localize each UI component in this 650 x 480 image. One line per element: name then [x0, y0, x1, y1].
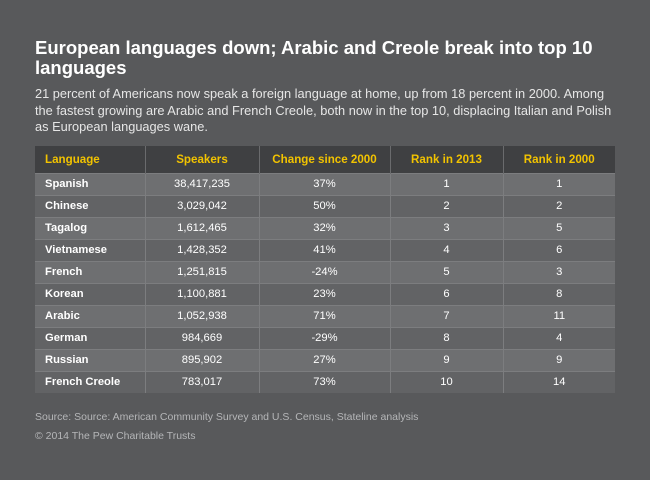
table-row: Korean 1,100,881 23% 6 8 [35, 282, 615, 305]
rank-2000-cell: 8 [502, 282, 615, 305]
speakers-cell: 783,017 [144, 370, 259, 393]
column-header-speakers: Speakers [144, 146, 259, 173]
rank-2000-cell: 2 [502, 194, 615, 217]
source-note: Source: Source: American Community Surve… [35, 411, 419, 423]
copyright-note: © 2014 The Pew Charitable Trusts [35, 430, 196, 442]
speakers-cell: 1,052,938 [144, 304, 259, 327]
rank-2000-cell: 5 [502, 216, 615, 239]
rank-2000-cell: 14 [502, 370, 615, 393]
page-subtitle: 21 percent of Americans now speak a fore… [35, 86, 612, 134]
column-header-change: Change since 2000 [258, 146, 390, 173]
change-cell: 37% [258, 172, 390, 195]
header-row: Language Speakers Change since 2000 Rank… [35, 146, 615, 173]
language-cell: French Creole [35, 370, 145, 393]
change-cell: -29% [258, 326, 390, 349]
speakers-cell: 895,902 [144, 348, 259, 371]
table-row: French 1,251,815 -24% 5 3 [35, 260, 615, 283]
language-cell: German [35, 326, 145, 349]
table-row: Vietnamese 1,428,352 41% 4 6 [35, 238, 615, 261]
table-row: Arabic 1,052,938 71% 7 11 [35, 304, 615, 327]
rank-2000-cell: 1 [502, 172, 615, 195]
rank-2013-cell: 9 [389, 348, 503, 371]
language-cell: Tagalog [35, 216, 145, 239]
speakers-cell: 1,612,465 [144, 216, 259, 239]
rank-2013-cell: 8 [389, 326, 503, 349]
speakers-cell: 1,428,352 [144, 238, 259, 261]
speakers-cell: 984,669 [144, 326, 259, 349]
change-cell: 71% [258, 304, 390, 327]
rank-2013-cell: 5 [389, 260, 503, 283]
rank-2013-cell: 1 [389, 172, 503, 195]
speakers-cell: 1,251,815 [144, 260, 259, 283]
change-cell: 73% [258, 370, 390, 393]
language-cell: Chinese [35, 194, 145, 217]
rank-2000-cell: 11 [502, 304, 615, 327]
change-cell: -24% [258, 260, 390, 283]
table-header: Language Speakers Change since 2000 Rank… [35, 146, 615, 173]
rank-2013-cell: 10 [389, 370, 503, 393]
rank-2013-cell: 7 [389, 304, 503, 327]
table-row: Tagalog 1,612,465 32% 3 5 [35, 216, 615, 239]
rank-2013-cell: 2 [389, 194, 503, 217]
table-row: Spanish 38,417,235 37% 1 1 [35, 172, 615, 195]
page-title: European languages down; Arabic and Creo… [35, 37, 593, 78]
language-cell: French [35, 260, 145, 283]
column-header-rank-2013: Rank in 2013 [389, 146, 503, 173]
language-cell: Spanish [35, 172, 145, 195]
table-row: French Creole 783,017 73% 10 14 [35, 370, 615, 393]
table-row: Russian 895,902 27% 9 9 [35, 348, 615, 371]
language-cell: Arabic [35, 304, 145, 327]
column-header-rank-2000: Rank in 2000 [502, 146, 615, 173]
language-cell: Russian [35, 348, 145, 371]
rank-2013-cell: 3 [389, 216, 503, 239]
language-cell: Korean [35, 282, 145, 305]
speakers-cell: 3,029,042 [144, 194, 259, 217]
table-row: German 984,669 -29% 8 4 [35, 326, 615, 349]
speakers-cell: 1,100,881 [144, 282, 259, 305]
change-cell: 23% [258, 282, 390, 305]
languages-table: Language Speakers Change since 2000 Rank… [35, 146, 615, 393]
change-cell: 27% [258, 348, 390, 371]
change-cell: 50% [258, 194, 390, 217]
table-row: Chinese 3,029,042 50% 2 2 [35, 194, 615, 217]
table-body: Spanish 38,417,235 37% 1 1 Chinese 3,029… [35, 172, 615, 393]
column-header-language: Language [45, 152, 100, 166]
rank-2000-cell: 3 [502, 260, 615, 283]
rank-2000-cell: 6 [502, 238, 615, 261]
speakers-cell: 38,417,235 [144, 172, 259, 195]
change-cell: 32% [258, 216, 390, 239]
change-cell: 41% [258, 238, 390, 261]
language-cell: Vietnamese [35, 238, 145, 261]
rank-2013-cell: 6 [389, 282, 503, 305]
rank-2013-cell: 4 [389, 238, 503, 261]
rank-2000-cell: 4 [502, 326, 615, 349]
rank-2000-cell: 9 [502, 348, 615, 371]
